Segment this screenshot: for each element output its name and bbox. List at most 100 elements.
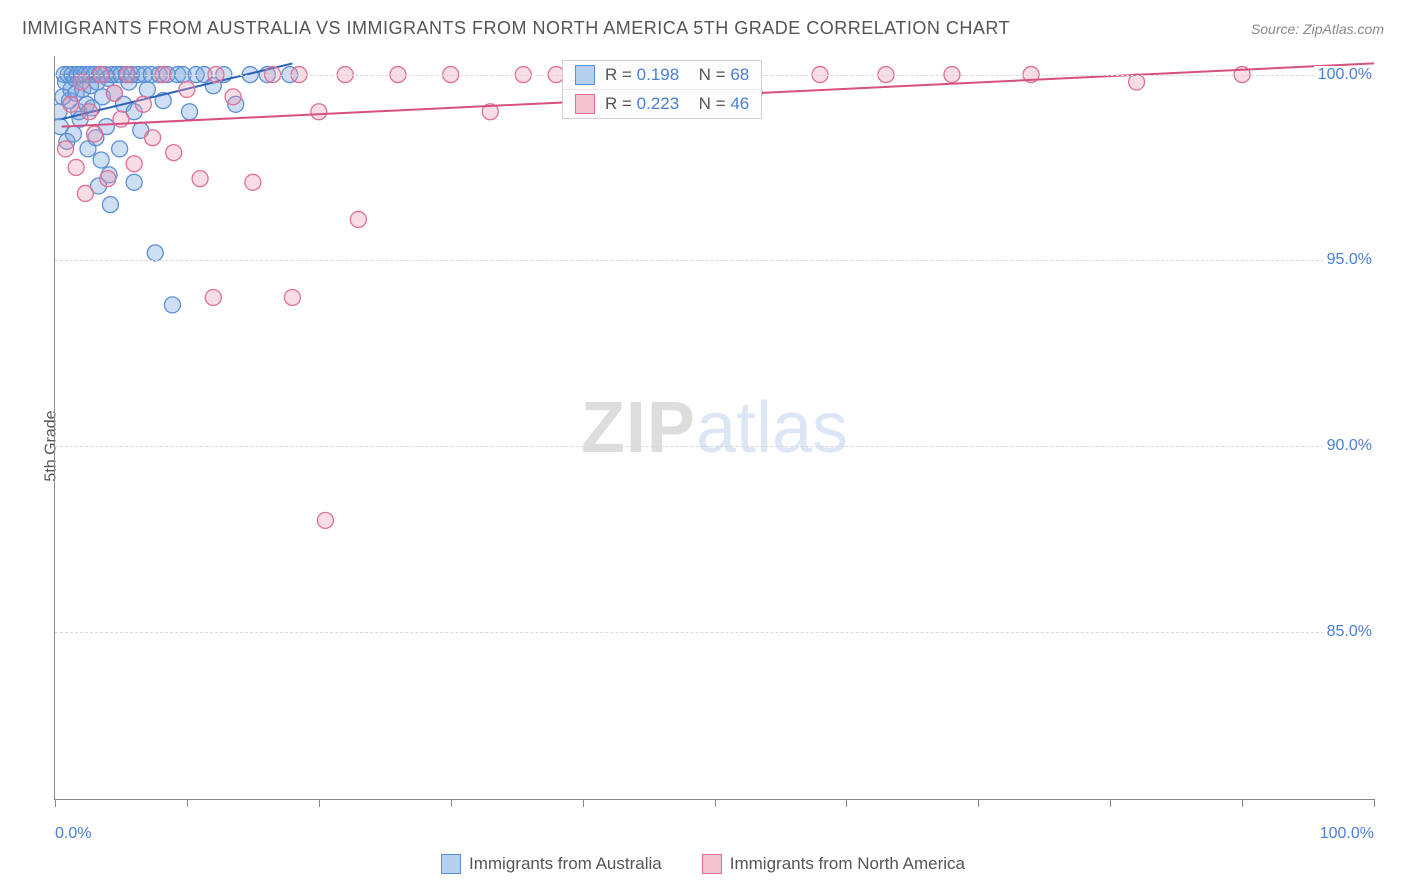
scatter-point [106, 85, 122, 101]
scatter-point [102, 197, 118, 213]
scatter-point [91, 178, 107, 194]
legend-bottom: Immigrants from Australia Immigrants from… [0, 854, 1406, 874]
scatter-point [93, 152, 109, 168]
scatter-point [164, 297, 180, 313]
scatter-point [58, 74, 74, 90]
scatter-point [87, 126, 103, 142]
scatter-point [73, 74, 89, 90]
x-tick [846, 799, 847, 807]
x-tick-label: 100.0% [1320, 825, 1374, 843]
scatter-point [112, 141, 128, 157]
scatter-point [89, 74, 105, 90]
legend-item: Immigrants from North America [702, 854, 965, 874]
legend-label: Immigrants from Australia [469, 854, 662, 874]
scatter-point [68, 159, 84, 175]
scatter-point [225, 89, 241, 105]
x-tick [715, 799, 716, 807]
x-tick [1110, 799, 1111, 807]
scatter-point [145, 130, 161, 146]
chart-source: Source: ZipAtlas.com [1251, 21, 1384, 37]
scatter-point [65, 126, 81, 142]
scatter-point [284, 289, 300, 305]
scatter-point [179, 81, 195, 97]
scatter-point [126, 156, 142, 172]
scatter-point [71, 104, 87, 120]
scatter-point [79, 96, 95, 112]
scatter-point [75, 81, 91, 97]
scatter-point [106, 85, 122, 101]
chart-svg [55, 56, 1374, 799]
x-tick-label: 0.0% [55, 825, 91, 843]
plot-area: ZIPatlas 85.0%90.0%95.0%100.0%0.0%100.0% [54, 56, 1374, 800]
scatter-point [139, 81, 155, 97]
trend-line [62, 63, 293, 119]
scatter-point [55, 119, 68, 135]
x-tick [55, 799, 56, 807]
scatter-point [205, 289, 221, 305]
legend-item: Immigrants from Australia [441, 854, 662, 874]
legend-label: Immigrants from North America [730, 854, 965, 874]
scatter-point [113, 111, 129, 127]
x-tick [1374, 799, 1375, 807]
scatter-point [100, 70, 116, 86]
scatter-point [88, 130, 104, 146]
stat-legend-row: R = 0.223 N = 46 [563, 89, 761, 118]
scatter-point [182, 104, 198, 120]
scatter-point [482, 104, 498, 120]
scatter-point [1129, 74, 1145, 90]
x-tick [583, 799, 584, 807]
scatter-point [116, 96, 132, 112]
y-tick-label: 95.0% [1323, 251, 1376, 269]
x-tick [319, 799, 320, 807]
scatter-point [121, 74, 137, 90]
scatter-point [77, 185, 93, 201]
scatter-point [133, 122, 149, 138]
stat-R: R = 0.223 [605, 94, 679, 114]
stat-N: N = 68 [689, 65, 749, 85]
scatter-point [63, 96, 79, 112]
scatter-point [59, 133, 75, 149]
scatter-point [72, 111, 88, 127]
scatter-point [228, 96, 244, 112]
scatter-point [80, 141, 96, 157]
scatter-point [62, 93, 78, 109]
watermark: ZIPatlas [581, 387, 848, 469]
x-tick [1242, 799, 1243, 807]
scatter-point [84, 100, 100, 116]
title-bar: IMMIGRANTS FROM AUSTRALIA VS IMMIGRANTS … [22, 18, 1384, 39]
stat-legend: R = 0.198 N = 68 R = 0.223 N = 46 [562, 60, 762, 119]
scatter-point [55, 104, 67, 120]
scatter-point [68, 85, 84, 101]
chart-title: IMMIGRANTS FROM AUSTRALIA VS IMMIGRANTS … [22, 18, 1010, 39]
scatter-point [245, 174, 261, 190]
scatter-point [100, 171, 116, 187]
x-tick [187, 799, 188, 807]
scatter-point [83, 78, 99, 94]
y-tick-label: 85.0% [1323, 623, 1376, 641]
legend-swatch [441, 854, 461, 874]
scatter-point [126, 174, 142, 190]
scatter-point [58, 141, 74, 157]
gridline [55, 446, 1374, 447]
stat-swatch [575, 94, 595, 114]
x-tick [451, 799, 452, 807]
scatter-point [205, 78, 221, 94]
scatter-point [155, 93, 171, 109]
watermark-atlas: atlas [696, 388, 848, 468]
scatter-point [147, 245, 163, 261]
x-tick [978, 799, 979, 807]
scatter-point [350, 211, 366, 227]
watermark-zip: ZIP [581, 388, 696, 468]
stat-N: N = 46 [689, 94, 749, 114]
scatter-point [94, 89, 110, 105]
scatter-point [126, 104, 142, 120]
scatter-point [135, 96, 151, 112]
scatter-point [317, 512, 333, 528]
scatter-point [81, 104, 97, 120]
scatter-point [192, 171, 208, 187]
stat-R: R = 0.198 [605, 65, 679, 85]
y-tick-label: 90.0% [1323, 437, 1376, 455]
stat-swatch [575, 65, 595, 85]
gridline [55, 260, 1374, 261]
scatter-point [166, 145, 182, 161]
